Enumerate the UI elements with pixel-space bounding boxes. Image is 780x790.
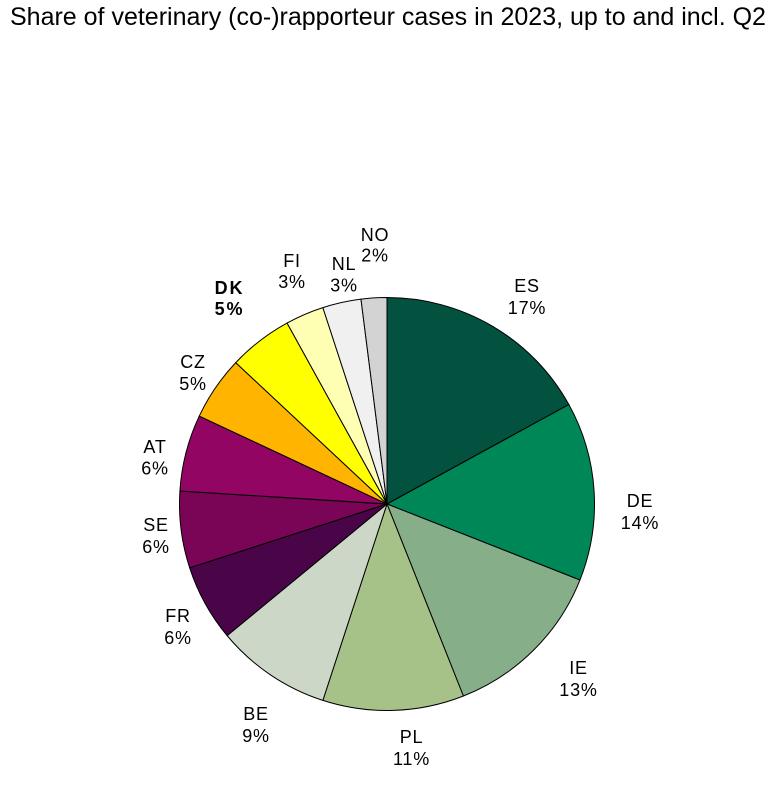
svg-text:FR: FR xyxy=(165,606,191,626)
svg-text:DK: DK xyxy=(215,278,245,298)
svg-text:SE: SE xyxy=(143,515,169,535)
svg-text:17%: 17% xyxy=(508,298,546,318)
svg-text:ES: ES xyxy=(514,276,540,296)
svg-text:CZ: CZ xyxy=(180,352,206,372)
svg-text:IE: IE xyxy=(569,658,588,678)
svg-text:5%: 5% xyxy=(179,374,207,394)
svg-text:11%: 11% xyxy=(393,749,430,769)
svg-text:FI: FI xyxy=(283,251,301,271)
svg-text:BE: BE xyxy=(243,704,269,724)
svg-text:3%: 3% xyxy=(330,276,358,296)
svg-text:6%: 6% xyxy=(164,628,192,648)
svg-text:9%: 9% xyxy=(242,726,270,746)
svg-text:6%: 6% xyxy=(141,459,169,479)
svg-text:14%: 14% xyxy=(621,513,659,533)
svg-text:PL: PL xyxy=(400,727,424,747)
svg-text:NO: NO xyxy=(361,225,390,245)
svg-text:DE: DE xyxy=(627,491,654,511)
svg-text:Share of veterinary (co-)rappo: Share of veterinary (co-)rapporteur case… xyxy=(10,3,766,31)
svg-text:5%: 5% xyxy=(215,299,245,319)
svg-text:NL: NL xyxy=(332,254,357,274)
svg-text:3%: 3% xyxy=(278,272,306,292)
svg-text:AT: AT xyxy=(143,437,166,457)
svg-text:13%: 13% xyxy=(559,680,597,700)
svg-text:2%: 2% xyxy=(361,246,389,266)
svg-text:6%: 6% xyxy=(142,537,170,557)
